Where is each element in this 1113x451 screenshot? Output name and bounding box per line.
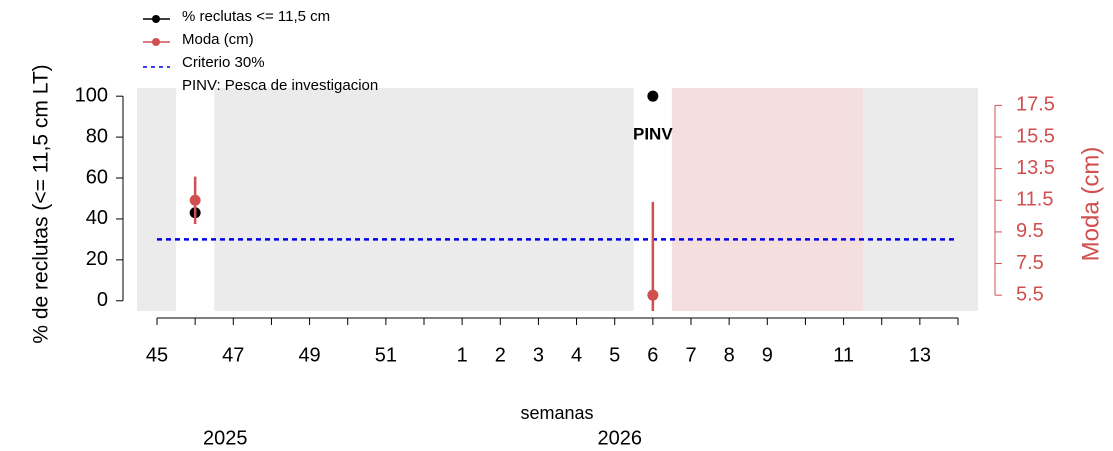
x-tick-label: 13 <box>909 344 931 366</box>
y-tick-label: 100 <box>75 84 108 106</box>
y2-tick-label: 17.5 <box>1016 94 1055 116</box>
legend-label: Criterio 30% <box>182 54 265 71</box>
x-tick-label: 49 <box>298 344 320 366</box>
x-tick-label: 11 <box>833 344 854 366</box>
x-tick-label: 3 <box>533 344 544 366</box>
x-tick-label: 9 <box>762 344 773 366</box>
y-tick-label: 60 <box>86 166 108 188</box>
x-tick-label: 4 <box>571 344 582 366</box>
x-tick-label: 8 <box>724 344 735 366</box>
y-tick-label: 40 <box>86 207 108 229</box>
point <box>647 90 659 102</box>
y-tick-label: 0 <box>97 289 108 311</box>
annotation: PINV <box>633 125 673 144</box>
y2-tick-label: 11.5 <box>1016 189 1053 211</box>
x-tick-label: 47 <box>222 344 244 366</box>
x-axis-title: semanas <box>520 403 593 423</box>
legend-marker <box>152 15 160 23</box>
point <box>647 289 659 301</box>
x-tick-label: 2 <box>495 344 506 366</box>
y2-tick-label: 5.5 <box>1016 283 1044 305</box>
y2-tick-label: 7.5 <box>1016 252 1044 274</box>
x-tick-label: 5 <box>609 344 620 366</box>
point <box>189 194 201 206</box>
y2-tick-label: 13.5 <box>1016 157 1055 179</box>
shaded-range <box>671 88 863 311</box>
y2-tick-label: 15.5 <box>1016 125 1055 147</box>
legend-label: Moda (cm) <box>182 31 254 48</box>
x-tick-label: 1 <box>457 344 468 366</box>
x-tick-label: 6 <box>647 344 658 366</box>
x-tick-label: 51 <box>375 344 397 366</box>
y2-tick-label: 9.5 <box>1016 220 1044 242</box>
legend-label: % reclutas <= 11,5 cm <box>182 8 330 25</box>
y-tick-label: 80 <box>86 125 108 147</box>
y2-axis-title: Moda (cm) <box>1077 147 1104 262</box>
year-label: 2025 <box>203 427 248 449</box>
x-tick-label: 45 <box>146 344 168 366</box>
legend-marker <box>152 38 160 46</box>
y-tick-label: 20 <box>86 248 108 270</box>
legend-note: PINV: Pesca de investigacion <box>182 77 378 94</box>
year-label: 2026 <box>597 427 642 449</box>
y-axis-title: % de reclutas (<= 11,5 cm LT) <box>30 64 53 343</box>
x-tick-label: 7 <box>685 344 696 366</box>
